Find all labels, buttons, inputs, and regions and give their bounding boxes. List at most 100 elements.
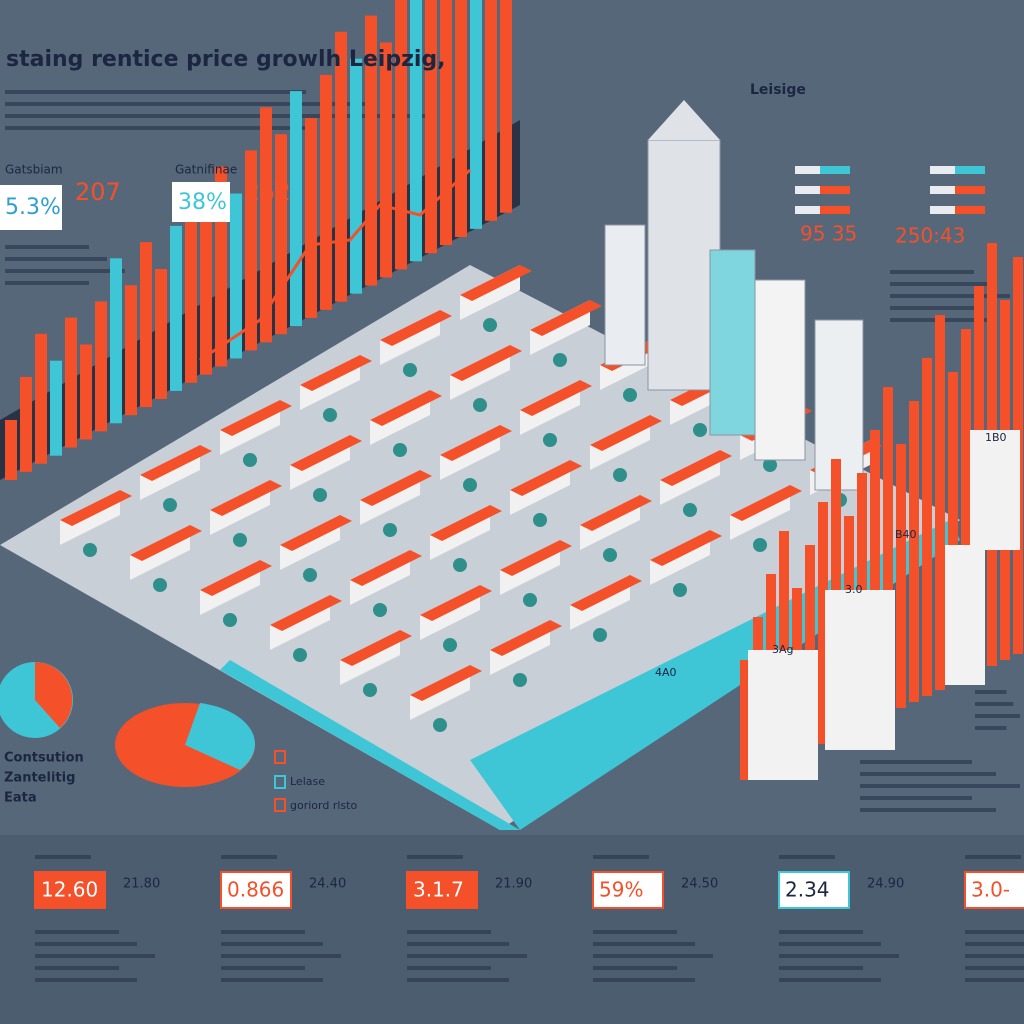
text-line — [779, 930, 863, 934]
chart-bar — [125, 285, 137, 416]
chart-bar — [896, 444, 906, 708]
stat-box — [592, 871, 664, 909]
roof — [460, 265, 532, 301]
chart-bar — [425, 0, 437, 254]
text-line — [860, 784, 1020, 788]
tree — [443, 638, 457, 652]
roof — [730, 485, 802, 521]
tree — [293, 648, 307, 662]
chart-bar — [50, 360, 62, 456]
text-line — [35, 954, 155, 958]
chart-bar — [380, 42, 392, 278]
chart-bar — [95, 301, 107, 432]
text-line — [965, 954, 1024, 958]
tree — [753, 538, 767, 552]
roof — [290, 435, 362, 471]
text-line — [407, 942, 509, 946]
text-line — [860, 808, 996, 812]
roof — [430, 505, 502, 541]
roof — [360, 470, 432, 506]
tree — [463, 478, 477, 492]
chart-bar — [335, 31, 347, 302]
roof — [510, 460, 582, 496]
pie-slice — [35, 662, 73, 728]
text-line — [5, 90, 306, 94]
bar-label: 3Ag — [772, 643, 794, 656]
text-line — [975, 726, 1007, 730]
roof — [200, 560, 272, 596]
text-line — [593, 954, 713, 958]
label: Gatnifinae — [175, 163, 237, 177]
text-line — [779, 954, 899, 958]
tree — [513, 673, 527, 687]
stat-box — [220, 871, 292, 909]
text-line — [593, 942, 695, 946]
bar-label: 4A0 — [655, 666, 677, 679]
chart-bar — [485, 0, 497, 221]
tree — [543, 433, 557, 447]
bar-label: 1B0 — [985, 431, 1007, 444]
text-line — [975, 714, 1020, 718]
text-line — [221, 966, 305, 970]
chart-bar — [170, 225, 182, 391]
stat-box — [964, 871, 1024, 909]
text-line — [221, 855, 277, 859]
chart-bar — [870, 430, 880, 720]
tree — [153, 578, 167, 592]
tree — [693, 423, 707, 437]
stat-value: 0.866 — [227, 878, 284, 902]
chart-bar — [290, 91, 302, 327]
text-line — [5, 114, 435, 118]
chart-bar — [805, 545, 815, 750]
tree — [613, 468, 627, 482]
roof — [350, 550, 422, 586]
roof — [270, 595, 342, 631]
roof — [380, 310, 452, 346]
tree — [763, 458, 777, 472]
text-line — [965, 978, 1024, 982]
mini-bar — [820, 206, 850, 214]
chart-bar — [155, 269, 167, 399]
mini-bar — [955, 166, 985, 174]
white-block — [970, 430, 1020, 550]
tree — [553, 353, 567, 367]
tower — [754, 279, 806, 461]
chart-bar — [5, 420, 17, 480]
mini-bar — [820, 186, 850, 194]
label: Gatsbiam — [5, 163, 63, 177]
tree — [373, 603, 387, 617]
stat-value: 2.34 — [785, 878, 830, 902]
text-line — [965, 966, 1024, 970]
river — [220, 660, 520, 830]
label: Leisige — [750, 82, 806, 98]
stat-box — [172, 182, 230, 222]
roof — [580, 495, 652, 531]
bar-label: 3.0 — [845, 583, 863, 596]
text-line — [965, 855, 1021, 859]
tree — [233, 533, 247, 547]
tree — [223, 613, 237, 627]
tower — [604, 224, 646, 366]
text-line — [779, 942, 881, 946]
text-line — [221, 978, 323, 982]
text-line — [407, 855, 463, 859]
chart-bar — [818, 502, 828, 744]
text-line — [965, 942, 1024, 946]
text-line — [860, 760, 972, 764]
chart-bar — [305, 118, 317, 318]
roof — [130, 525, 202, 561]
chart-bar — [395, 0, 407, 270]
text-line — [35, 930, 119, 934]
text-line — [5, 245, 89, 249]
label: Eata — [4, 791, 37, 806]
labels: Gatsbiam 5.3% 207 Gatnifinae 38% 252 Leisige 95… — [0, 82, 1024, 909]
text-line — [5, 269, 125, 273]
text-line — [35, 942, 137, 946]
text-line — [890, 282, 992, 286]
stat-value: 207 — [75, 178, 121, 206]
bottom-band — [0, 835, 1024, 1024]
decoration — [0, 0, 1024, 982]
roof — [440, 425, 512, 461]
